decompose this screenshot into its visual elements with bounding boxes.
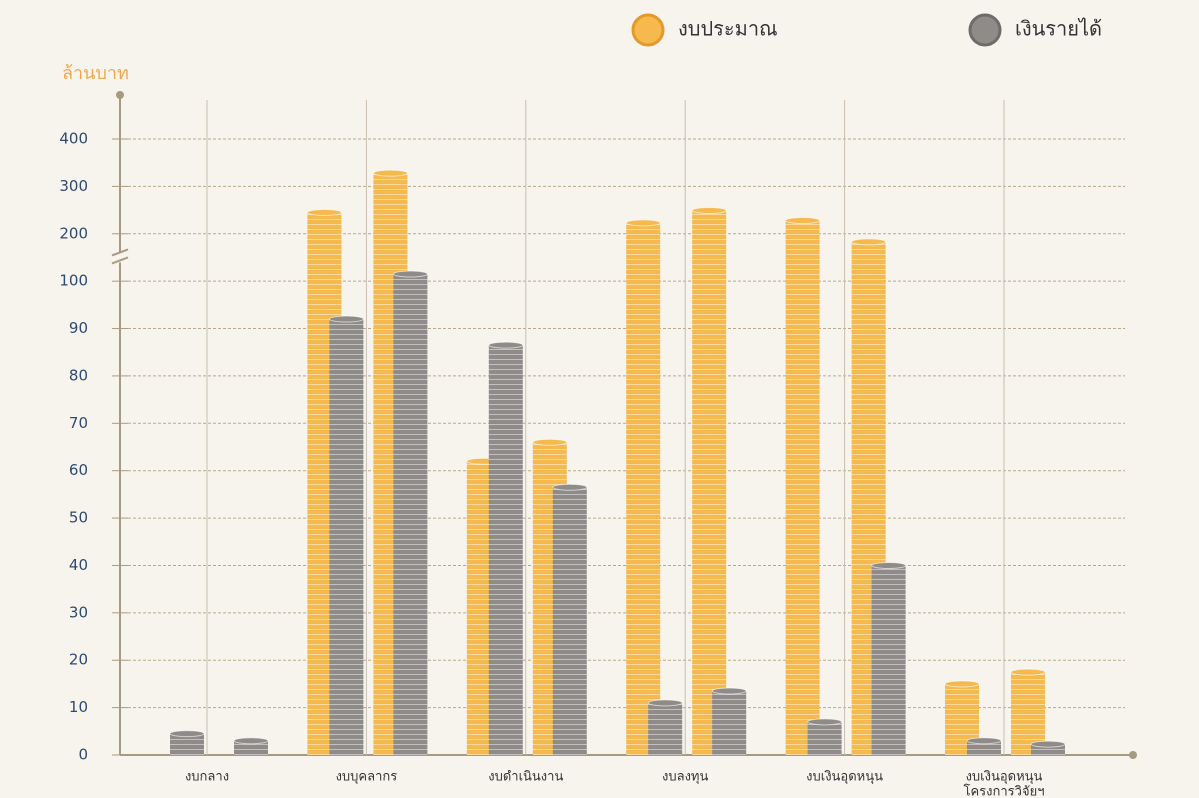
bar-cap — [233, 737, 269, 745]
bar — [626, 222, 661, 755]
y-tick-label: 80 — [69, 366, 88, 384]
x-axis-end — [1129, 751, 1137, 759]
y-tick-label: 20 — [69, 651, 88, 669]
bar-cap — [552, 483, 588, 491]
y-tick-label: 0 — [78, 746, 88, 764]
y-tick-label: 60 — [69, 461, 88, 479]
bar-cap — [1030, 740, 1066, 748]
legend-label: งบประมาณ — [678, 17, 778, 41]
y-tick-label: 100 — [59, 272, 88, 290]
y-tick-label: 40 — [69, 556, 88, 574]
x-tick-label: โครงการวิจัยฯ — [964, 784, 1045, 798]
y-tick-label: 200 — [59, 224, 88, 242]
bar — [712, 691, 747, 755]
y-axis-end — [116, 91, 124, 99]
bar — [967, 740, 1001, 755]
bar-cap — [625, 219, 661, 227]
legend-swatch — [968, 13, 1002, 47]
bar-cap — [966, 737, 1002, 745]
bar-cap — [488, 341, 524, 349]
x-tick-label: งบดำเนินงาน — [488, 770, 563, 785]
bar — [1031, 744, 1065, 755]
bar-cap — [851, 238, 887, 246]
bar — [170, 733, 204, 755]
y-tick-label: 10 — [69, 698, 88, 716]
y-tick-label: 30 — [69, 603, 88, 621]
bar-cap — [807, 718, 843, 726]
bar-cap — [306, 208, 342, 216]
bar-cap — [647, 699, 683, 707]
bar-cap — [944, 680, 980, 688]
bar-cap — [785, 217, 821, 225]
x-tick-label: งบกลาง — [185, 770, 229, 785]
axis-break — [111, 248, 129, 265]
y-axis-label: ล้านบาท — [62, 63, 129, 84]
bar — [329, 319, 364, 755]
bar-cap — [711, 687, 747, 695]
x-tick-label: งบเงินอุดหนุน — [806, 770, 883, 785]
legend-swatch — [631, 13, 665, 47]
bar — [692, 210, 727, 755]
y-tick-label: 70 — [69, 414, 88, 432]
bar — [234, 740, 268, 755]
bar-cap — [328, 315, 364, 323]
bar-cap — [871, 561, 907, 569]
legend-label: เงินรายได้ — [1015, 17, 1102, 41]
bar — [807, 721, 842, 755]
bar — [393, 274, 428, 755]
bar-cap — [392, 270, 428, 278]
bar-cap — [169, 730, 205, 738]
x-tick-label: งบบุคลากร — [336, 770, 398, 785]
bar — [785, 220, 820, 756]
y-tick-label: 90 — [69, 319, 88, 337]
x-tick-label: งบเงินอุดหนุน — [966, 770, 1043, 785]
bar — [488, 345, 523, 755]
bar-cap — [691, 207, 727, 215]
bar-cap — [372, 169, 408, 177]
bar-cap — [532, 438, 568, 446]
x-tick-label: งบลงทุน — [662, 770, 708, 785]
bar — [552, 487, 587, 755]
bar-cap — [1010, 668, 1046, 676]
y-tick-label: 50 — [69, 509, 88, 527]
y-tick-label: 300 — [59, 177, 88, 195]
bar — [871, 565, 906, 755]
axis-break-gap — [114, 252, 126, 263]
bar — [648, 702, 683, 755]
y-tick-label: 400 — [59, 130, 88, 148]
